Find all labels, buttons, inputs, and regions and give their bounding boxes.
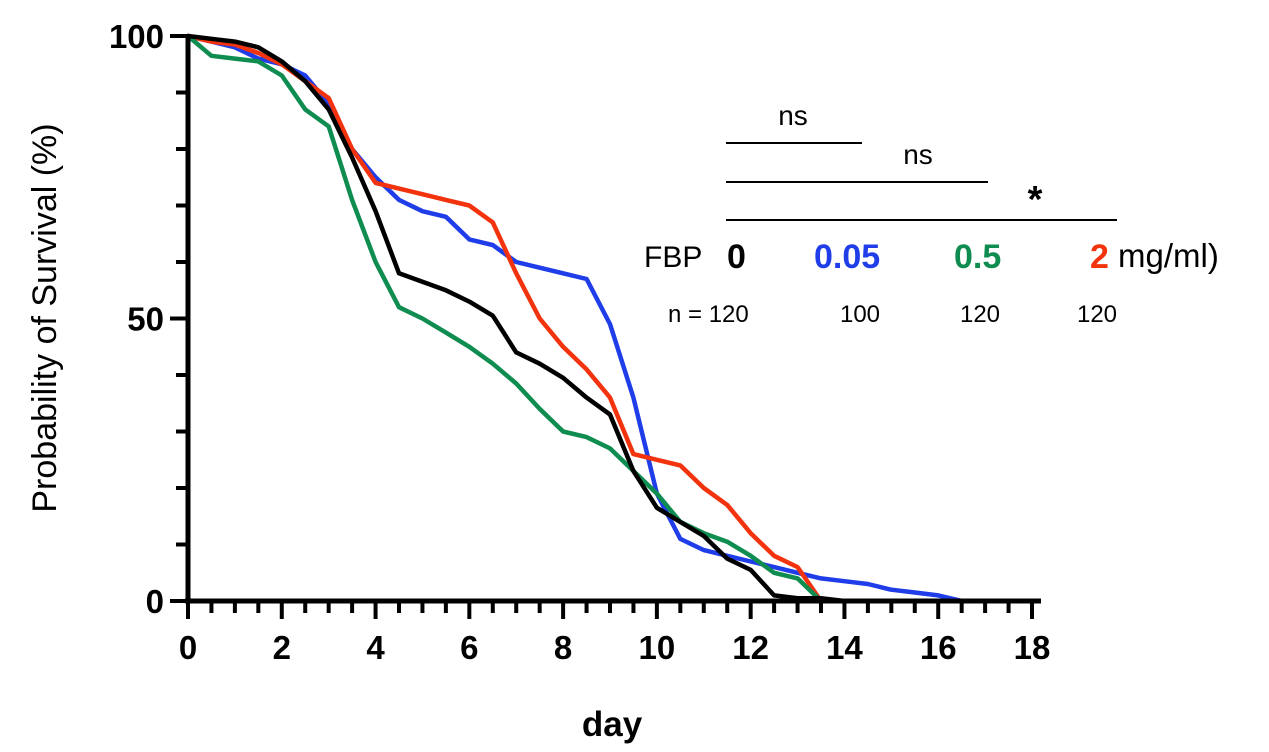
x-tick-label: 12 [732, 629, 769, 666]
y-tick-label: 100 [109, 18, 164, 55]
x-tick-label: 14 [826, 629, 863, 666]
ns-label-2: ns [903, 139, 933, 170]
n-value-0-05: 100 [840, 301, 880, 328]
legend-dose-0: 0 [727, 238, 746, 276]
n-label: n = 120 [668, 301, 749, 328]
x-tick-label: 8 [554, 629, 572, 666]
x-tick-label: 2 [273, 629, 291, 666]
legend-dose-0-5: 0.5 [954, 238, 1001, 276]
axis-tick-labels: 0 2 4 6 8 10 12 14 16 18 0 50 100 [109, 18, 1050, 666]
y-tick-label: 0 [146, 583, 164, 620]
x-tick-label: 0 [179, 629, 197, 666]
x-tick-label: 16 [920, 629, 957, 666]
legend-prefix: FBP [644, 241, 702, 274]
significance-star: * [1028, 179, 1043, 221]
x-tick-label: 6 [460, 629, 478, 666]
x-tick-label: 18 [1014, 629, 1051, 666]
significance-annotations: ns ns * [726, 100, 1117, 221]
legend-unit: mg/ml) [1118, 237, 1219, 274]
y-axis-title: Probability of Survival (%) [26, 123, 64, 512]
series-line-dose-0-5 [185, 33, 824, 604]
legend: FBP 0 0.05 0.5 2 mg/ml) n = 120 100 120 … [644, 237, 1219, 328]
x-tick-label: 10 [639, 629, 676, 666]
axes [185, 36, 1041, 604]
series-line-dose-0 [185, 33, 847, 604]
y-tick-label: 50 [127, 301, 164, 338]
legend-dose-0-05: 0.05 [814, 238, 880, 276]
n-value-2: 120 [1077, 301, 1117, 328]
axis-ticks [170, 34, 1034, 619]
x-tick-label: 4 [366, 629, 385, 666]
n-value-0-5: 120 [960, 301, 1000, 328]
series-lines [185, 33, 964, 604]
x-axis-title: day [582, 705, 643, 744]
legend-dose-2: 2 [1090, 238, 1109, 276]
ns-label-1: ns [778, 100, 808, 131]
